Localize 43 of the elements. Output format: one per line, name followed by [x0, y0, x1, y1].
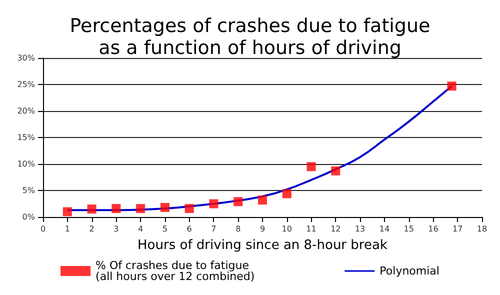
x-tick-label: 12: [330, 224, 341, 234]
x-tick-label: 8: [236, 224, 241, 234]
y-tick-label: 15%: [17, 133, 36, 142]
point: [87, 204, 96, 214]
x-tick-label: 16: [428, 224, 438, 234]
point: [258, 196, 267, 205]
legend-label: Polynomial: [380, 264, 440, 278]
point: [209, 199, 218, 208]
x-tick-label: 5: [162, 224, 168, 234]
x-tick-label: 3: [114, 224, 119, 234]
x-tick-label: 9: [260, 224, 266, 234]
point: [112, 204, 121, 214]
point: [62, 207, 72, 216]
x-tick-label: 1: [64, 224, 70, 234]
x-tick-label: 7: [211, 224, 216, 234]
x-axis-title: Hours of driving since an 8-hour break: [138, 238, 388, 253]
x-tick-label: 10: [282, 224, 292, 234]
x-tick-label: 18: [476, 224, 488, 234]
y-tick-label: 30%: [17, 54, 36, 62]
y-tick-label: 25%: [17, 80, 36, 89]
x-tick-label: 0: [40, 224, 46, 234]
point: [331, 166, 340, 176]
point: [282, 189, 292, 198]
x-tick-label: 2: [89, 224, 94, 234]
point: [447, 82, 456, 91]
x-tick-label: 13: [354, 224, 366, 234]
point: [234, 197, 243, 206]
y-tick-label: 10%: [17, 160, 36, 168]
point: [184, 204, 194, 214]
x-tick-label: 11: [306, 224, 316, 234]
y-tick-label: 20%: [17, 106, 36, 116]
x-tick-label: 17: [452, 224, 463, 234]
y-tick-label: 5%: [22, 186, 36, 195]
x-tick-label: 6: [186, 224, 192, 234]
point: [136, 204, 146, 214]
x-tick-label: 14: [379, 224, 390, 234]
y-tick-label: 0%: [22, 212, 36, 222]
point: [160, 202, 170, 212]
x-tick-label: 15: [404, 224, 414, 234]
x-tick-label: 4: [138, 224, 144, 234]
legend-label: % Of crashes due to fatigue (all hours over 12 combined): [96, 259, 255, 283]
chart-title: Percentages of crashes due to fatigue as a function of hours of driving: [70, 15, 430, 59]
point: [306, 162, 316, 172]
